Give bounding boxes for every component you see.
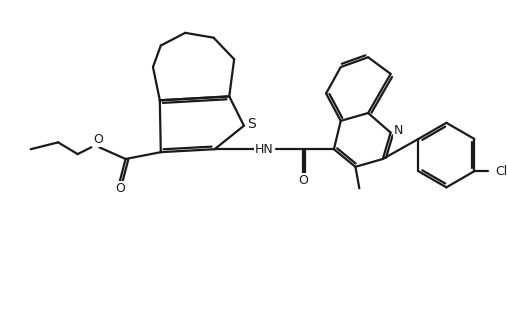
Text: Cl: Cl bbox=[495, 165, 507, 178]
Text: S: S bbox=[247, 117, 256, 131]
Text: N: N bbox=[394, 124, 403, 137]
Text: O: O bbox=[115, 182, 125, 195]
Text: O: O bbox=[299, 174, 309, 187]
Text: HN: HN bbox=[255, 143, 274, 156]
Text: O: O bbox=[93, 133, 103, 146]
